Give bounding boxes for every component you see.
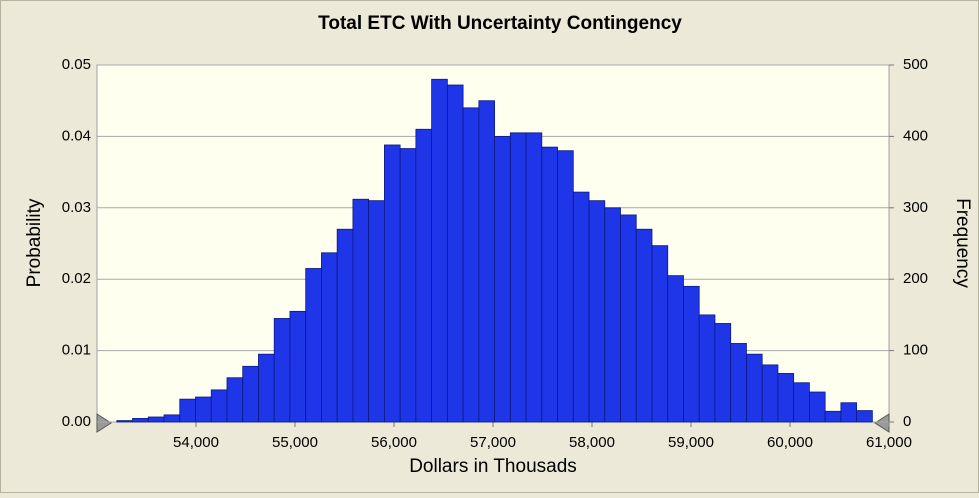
bar	[210, 389, 228, 423]
y2-tick-label: 300	[903, 199, 928, 216]
bar	[478, 100, 495, 423]
bar	[730, 343, 747, 423]
bar	[383, 144, 401, 423]
bar	[635, 228, 653, 423]
x-tick-label: 59,000	[668, 434, 714, 451]
x-tick-label: 54,000	[173, 434, 219, 451]
bar	[746, 353, 763, 423]
bar	[368, 200, 385, 423]
y-tick-label: 0.00	[62, 413, 91, 430]
bar	[698, 314, 716, 423]
bar	[824, 410, 842, 423]
bar	[399, 148, 417, 423]
bar	[446, 84, 464, 423]
y2-axis-label: Frequency	[952, 198, 973, 288]
bar	[494, 135, 511, 423]
bar	[714, 323, 732, 423]
bar	[856, 410, 873, 423]
x-tick-label: 61,000	[866, 434, 912, 451]
bar	[336, 228, 354, 423]
bar	[195, 396, 212, 423]
y2-tick-label: 500	[903, 56, 928, 73]
bar	[604, 207, 621, 423]
bar	[258, 353, 275, 423]
bar	[777, 373, 795, 423]
y-axis-label: Probability	[24, 198, 45, 287]
bar	[793, 382, 810, 423]
bar	[179, 398, 196, 423]
x-tick-label: 60,000	[767, 434, 813, 451]
bar	[620, 214, 637, 423]
bar	[525, 132, 543, 423]
bar	[116, 420, 133, 423]
bar	[163, 414, 181, 423]
bar	[840, 402, 858, 423]
x-axis-label: Dollars in Thousads	[409, 456, 577, 477]
bar	[352, 198, 370, 423]
bar	[572, 191, 590, 423]
y-tick-label: 0.05	[62, 56, 91, 73]
bar	[683, 285, 700, 423]
bar	[305, 268, 322, 423]
y2-tick-label: 0	[903, 413, 911, 430]
bar	[761, 364, 779, 423]
y2-tick-label: 200	[903, 270, 928, 287]
bar	[667, 275, 684, 423]
y-tick-label: 0.03	[62, 199, 91, 216]
bar	[132, 418, 149, 423]
y-tick-label: 0.01	[62, 342, 91, 359]
left-marker	[96, 413, 112, 433]
bar	[588, 200, 606, 423]
bar	[273, 318, 291, 423]
y-tick-label: 0.02	[62, 270, 91, 287]
x-tick-label: 55,000	[272, 434, 318, 451]
bar	[541, 146, 558, 423]
bar	[242, 365, 259, 423]
x-tick-label: 56,000	[371, 434, 417, 451]
y2-tick-label: 400	[903, 127, 928, 144]
chart-title: Total ETC With Uncertainty Contingency	[318, 13, 682, 34]
bar	[147, 416, 165, 423]
bar	[321, 252, 338, 423]
bar	[462, 107, 480, 423]
y-tick-label: 0.04	[62, 127, 91, 144]
x-tick-label: 57,000	[470, 434, 516, 451]
bar	[809, 391, 826, 423]
bar	[651, 245, 669, 423]
bar	[415, 128, 433, 423]
y2-tick-label: 100	[903, 342, 928, 359]
bar	[226, 377, 244, 423]
x-tick-label: 58,000	[569, 434, 615, 451]
bar	[557, 150, 574, 423]
bar	[289, 310, 307, 423]
bar	[431, 78, 448, 423]
bar	[509, 132, 527, 423]
